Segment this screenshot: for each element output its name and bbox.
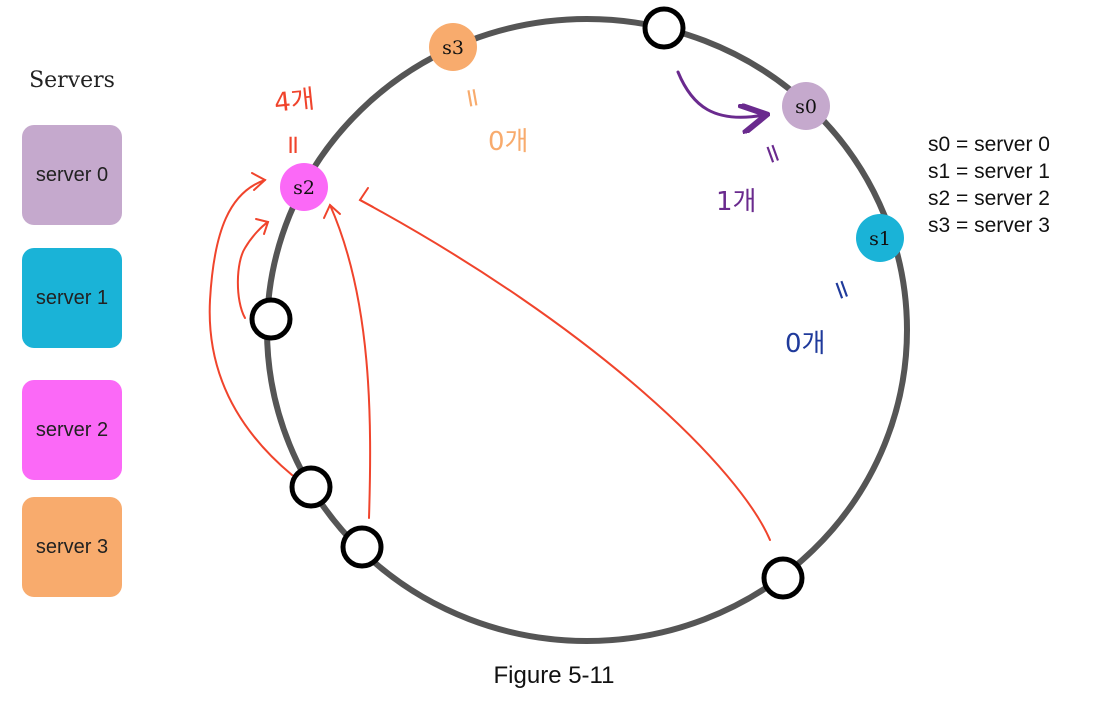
server-node-s0-label: s0: [795, 96, 817, 118]
s2-count-note: 4개: [273, 85, 316, 119]
legend-title: Servers: [29, 68, 115, 93]
legend-server-3: server 3: [22, 497, 122, 597]
key-line-s1: s1 = server 1: [928, 160, 1050, 183]
s0-count-note: 1개: [716, 187, 756, 217]
server-node-s2: s2: [280, 163, 328, 211]
legend-server-1: server 1: [22, 248, 122, 348]
key-node-left: [249, 297, 293, 341]
legend-server-2: server 2: [22, 380, 122, 480]
key-line-s2: s2 = server 2: [928, 187, 1050, 210]
server-node-s2-label: s2: [293, 177, 315, 199]
key-node-top: [642, 6, 686, 50]
purple-arrow-to-s0: [676, 70, 764, 117]
server-node-s3-label: s3: [442, 37, 464, 59]
legend-server-0-label: server 0: [35, 163, 109, 186]
s2-equals-note: =: [278, 134, 308, 156]
s1-equals-note: =: [824, 274, 860, 305]
red-arrows: [208, 172, 771, 541]
server-node-s1: s1: [856, 214, 904, 262]
key-line-s0: s0 = server 0: [928, 133, 1050, 156]
key-line-s3: s3 = server 3: [928, 214, 1050, 237]
legend-server-0: server 0: [22, 125, 122, 225]
arrow-key3-head: [323, 203, 341, 219]
arrow-key1-to-s2: [236, 221, 269, 319]
legend-server-1-label: server 1: [35, 286, 109, 309]
legend-server-3-label: server 3: [35, 535, 109, 558]
server-node-s1-label: s1: [869, 228, 891, 250]
s3-count-note: 0개: [488, 127, 528, 157]
key-node-bottom-right: [761, 556, 805, 600]
s3-equals-note: =: [456, 85, 489, 112]
key-node-lower-left-1: [289, 465, 333, 509]
arrow-key1-head: [255, 218, 270, 235]
server-node-s3: s3: [429, 23, 477, 71]
figure-caption: Figure 5-11: [493, 662, 615, 689]
server-node-s0: s0: [782, 82, 830, 130]
arrow-key2-head: [251, 172, 267, 191]
arrow-key2-to-s2: [208, 179, 293, 476]
legend-server-2-label: server 2: [35, 418, 109, 441]
s1-count-note: 0개: [785, 329, 825, 359]
arrow-key3-to-s2: [329, 204, 372, 519]
s0-equals-note: =: [755, 138, 791, 169]
arrow-key4-to-s2: [359, 199, 771, 541]
key-node-lower-left-2: [340, 525, 384, 569]
key-nodes: [249, 6, 805, 600]
arrow-key4-head: [358, 187, 374, 208]
